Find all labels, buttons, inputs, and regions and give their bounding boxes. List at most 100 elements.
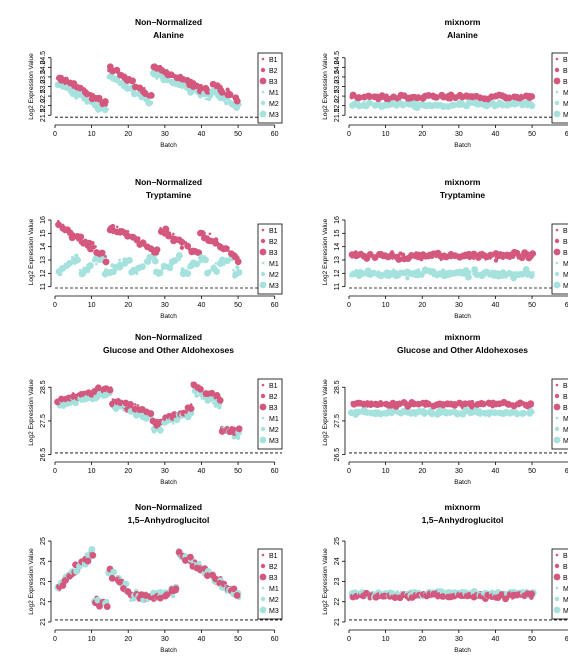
data-point-b	[204, 572, 211, 580]
data-point-b	[80, 239, 87, 247]
legend-marker	[260, 563, 266, 569]
legend-label: M3	[563, 608, 568, 615]
data-point-m	[421, 410, 428, 417]
x-tick-label: 40	[198, 131, 206, 138]
data-point-b	[153, 246, 161, 254]
legend-label: B3	[269, 575, 278, 582]
x-tick-label: 30	[455, 468, 463, 475]
y-tick-label: 24.0	[334, 60, 341, 74]
legend-label: B1	[269, 553, 278, 560]
data-point-m	[359, 270, 367, 277]
x-tick-label: 30	[161, 636, 169, 643]
data-point-b	[101, 98, 109, 105]
data-point-b	[216, 396, 224, 404]
data-point-m	[418, 271, 425, 278]
data-point-b	[193, 82, 200, 90]
legend-marker	[260, 67, 266, 73]
data-point-m	[151, 257, 159, 265]
data-point-m	[506, 270, 513, 277]
legend-marker	[260, 271, 266, 277]
legend-marker	[259, 281, 267, 289]
x-tick-label: 60	[271, 468, 279, 475]
data-point-m	[233, 104, 241, 111]
legend-label: B2	[563, 564, 568, 571]
data-point-m	[405, 275, 410, 281]
legend-marker	[261, 228, 265, 232]
x-tick-label: 40	[198, 302, 206, 309]
legend-marker	[554, 563, 560, 569]
data-point-m	[528, 102, 536, 110]
data-point-b	[115, 225, 119, 229]
data-point-m	[193, 260, 201, 268]
y-tick-label: 22.5	[334, 89, 341, 103]
data-point-m	[202, 256, 209, 264]
data-point-b	[103, 603, 111, 611]
x-tick-label: 60	[565, 131, 568, 138]
data-point-m	[116, 263, 124, 271]
x-tick-label: 30	[161, 131, 169, 138]
legend-label: B3	[563, 79, 568, 86]
legend-label: M1	[269, 586, 279, 593]
data-point-m	[450, 101, 458, 109]
data-point-b	[528, 590, 536, 598]
data-point-b	[225, 87, 230, 92]
legend-label: B2	[563, 68, 568, 75]
y-tick-label: 16	[40, 216, 47, 224]
data-point-b	[189, 403, 193, 406]
y-axis-label: Log2 Expression Value	[322, 53, 329, 120]
chart-subtitle: Glucose and Other Aldohexoses	[103, 345, 234, 355]
x-tick-label: 40	[198, 468, 206, 475]
y-axis-label: Log2 Expression Value	[28, 218, 35, 285]
legend-marker	[555, 90, 559, 94]
data-point-b	[208, 389, 216, 397]
data-point-b	[84, 557, 92, 565]
data-point-b	[391, 594, 399, 601]
data-points	[54, 381, 243, 441]
data-point-m	[94, 596, 102, 604]
legend-label: B2	[269, 564, 278, 571]
legend: B1 B2 B3 M1 M2 M3	[551, 223, 568, 295]
data-point-m	[122, 408, 125, 412]
data-point-m	[436, 407, 443, 415]
x-tick-label: 40	[492, 131, 500, 138]
data-point-b	[208, 232, 212, 236]
x-tick-label: 60	[271, 636, 279, 643]
data-point-b	[108, 574, 116, 582]
x-tick-label: 50	[528, 636, 536, 643]
legend-marker	[261, 90, 265, 94]
data-point-b	[234, 258, 242, 266]
data-point-b	[85, 239, 93, 247]
data-point-b	[377, 400, 385, 408]
data-point-m	[491, 409, 499, 417]
y-tick-label: 23.5	[40, 70, 47, 84]
x-tick-label: 10	[88, 302, 96, 309]
data-point-b	[147, 410, 155, 417]
chart-subtitle: Tryptamine	[440, 190, 486, 200]
data-point-m	[476, 408, 483, 416]
legend-label: B1	[563, 553, 568, 560]
chart-panel: mixnorm Alanine 0 10 20 30 40 50 60 Batch 21.522.0…	[322, 17, 568, 149]
data-point-m	[473, 271, 481, 279]
legend-label: B3	[269, 250, 278, 257]
y-axis-label: Log2 Expression Value	[322, 548, 329, 615]
y-axis-label: Log2 Expression Value	[28, 53, 35, 120]
legend-label: M3	[269, 283, 279, 290]
y-axis-label: Log2 Expression Value	[28, 548, 35, 615]
y-tick-label: 24	[40, 557, 47, 565]
data-point-b	[212, 239, 220, 247]
x-axis-label: Batch	[160, 313, 177, 320]
data-point-m	[175, 252, 183, 259]
legend-label: M3	[563, 283, 568, 290]
y-tick-label: 21.5	[334, 108, 341, 122]
data-point-b	[58, 395, 65, 403]
data-point-b	[68, 234, 76, 242]
data-point-b	[163, 591, 171, 598]
data-point-b	[126, 230, 130, 233]
data-point-b	[487, 251, 495, 259]
chart-title: mixnorm	[445, 332, 481, 342]
data-point-m	[377, 410, 384, 418]
legend-marker	[553, 110, 561, 118]
data-point-m	[74, 95, 79, 100]
y-axis-label: Log2 Expression Value	[28, 379, 35, 446]
data-point-m	[224, 100, 229, 106]
